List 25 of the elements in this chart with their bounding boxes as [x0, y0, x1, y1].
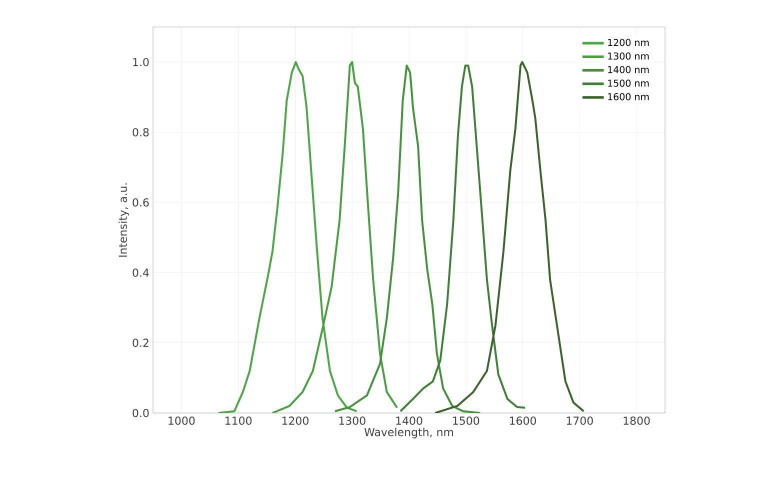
legend-label: 1200 nm [608, 38, 649, 46]
y-tick-label: 0.6 [132, 198, 149, 207]
line-series [334, 64, 482, 413]
x-tick-label: 1800 [624, 416, 650, 425]
y-tick-label: 1.0 [133, 58, 149, 66]
x-tick-label: 1100 [226, 416, 252, 425]
y-tick-label: 0.0 [132, 408, 149, 418]
line-series [434, 61, 585, 413]
y-tick-label: 0.4 [132, 268, 149, 277]
y-tick-label: 0.2 [132, 338, 148, 347]
x-axis-title: Wavelength, nm [364, 428, 454, 438]
x-tick-label: 1300 [339, 416, 366, 425]
legend-label: 1400 nm [608, 66, 649, 74]
x-tick-label: 1600 [510, 416, 536, 425]
y-tick-label: 0.8 [132, 128, 149, 136]
x-tick-label: 1400 [396, 416, 422, 425]
legend-label: 1600 nm [608, 93, 649, 100]
legend-label: 1300 nm [608, 52, 649, 60]
x-tick-label: 1500 [453, 416, 480, 425]
x-tick-label: 1700 [566, 416, 593, 425]
x-tick-label: 1000 [168, 416, 195, 425]
x-tick-label: 1200 [282, 416, 308, 425]
y-axis-title: Intensity, a.u. [118, 183, 130, 257]
legend-label: 1500 nm [608, 80, 649, 87]
line-series [399, 64, 526, 412]
